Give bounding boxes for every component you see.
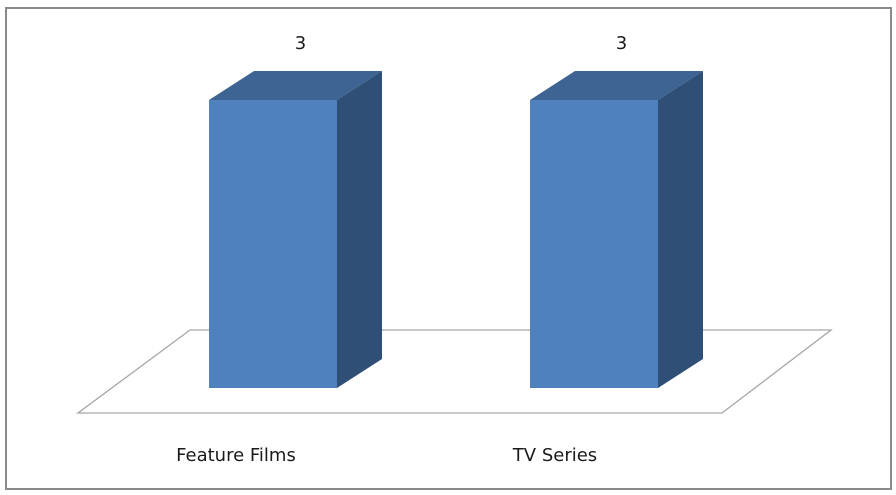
chart-floor	[76, 329, 833, 414]
bar-front	[530, 100, 658, 388]
floor-plane	[76, 329, 833, 414]
bar-top	[530, 71, 703, 100]
x-axis-tick-labels: Feature Films TV Series	[176, 445, 597, 466]
bar-top	[209, 71, 382, 100]
bars-group	[209, 71, 703, 388]
x-tick-label: Feature Films	[176, 445, 296, 466]
bar-side	[658, 71, 703, 388]
data-label: 3	[295, 33, 306, 54]
x-tick-label: TV Series	[512, 445, 597, 466]
bar-front	[209, 100, 337, 388]
bar	[209, 71, 382, 388]
bar-side	[337, 71, 382, 388]
data-label: 3	[616, 33, 627, 54]
bar	[530, 71, 703, 388]
